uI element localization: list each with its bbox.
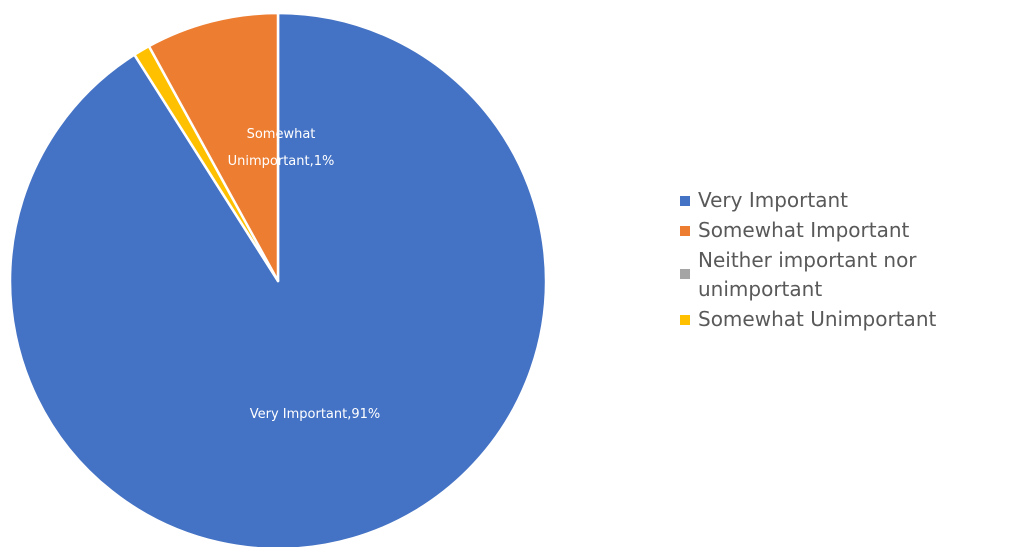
legend-item-somewhat-unimportant: Somewhat Unimportant <box>680 305 1020 334</box>
legend-swatch-somewhat-unimportant <box>680 315 690 325</box>
legend-swatch-neither <box>680 269 690 279</box>
data-label-very-important: Very Important,91% <box>250 407 381 422</box>
legend-label-somewhat-important: Somewhat Important <box>698 218 910 242</box>
pie-slice-somewhat-important <box>147 11 280 283</box>
legend-swatch-very-important <box>680 196 690 206</box>
legend-item-neither: Neither important nor unimportant <box>680 246 1020 304</box>
legend-swatch-somewhat-important <box>680 226 690 236</box>
data-label-line: Somewhat <box>247 127 316 142</box>
pie-slices <box>8 11 548 551</box>
pie-data-labels: Very Important,91% Somewhat Unimportant,1… <box>228 127 381 422</box>
chart-legend: Very Important Somewhat Important Neithe… <box>680 186 1020 335</box>
legend-item-somewhat-important: Somewhat Important <box>680 216 1020 245</box>
legend-label-very-important: Very Important <box>698 188 848 212</box>
legend-label-neither: Neither important nor unimportant <box>698 248 917 301</box>
legend-item-very-important: Very Important <box>680 186 1020 215</box>
data-label-line: Unimportant,1% <box>228 154 335 169</box>
data-label-somewhat-unimportant: Somewhat Unimportant,1% <box>228 127 335 169</box>
legend-label-somewhat-unimportant: Somewhat Unimportant <box>698 307 937 331</box>
